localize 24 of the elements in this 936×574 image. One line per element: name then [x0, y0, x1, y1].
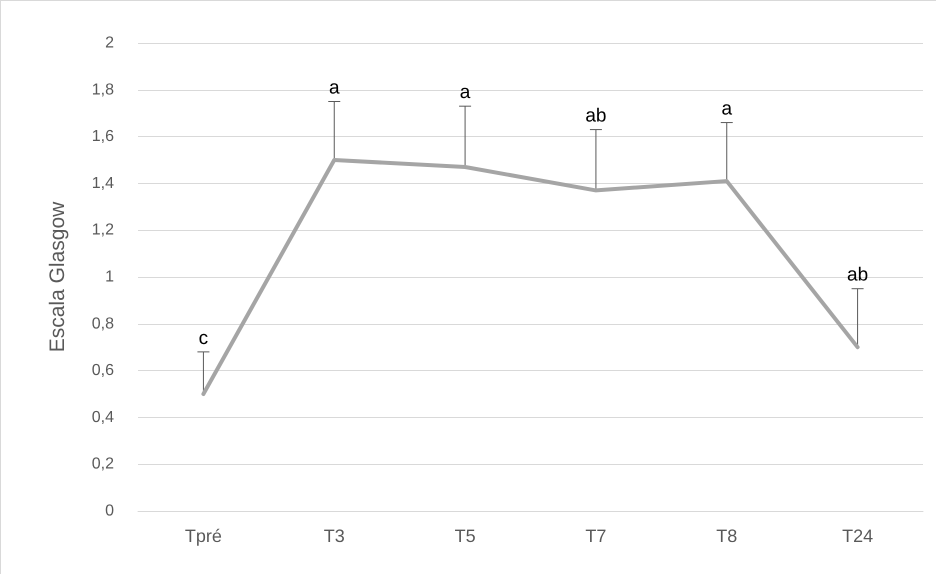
x-tick-label: T3: [324, 526, 345, 546]
annotation: a: [460, 82, 471, 104]
y-tick-label: 0: [105, 502, 114, 520]
y-tick-label: 2: [105, 34, 114, 52]
x-tick-label: T7: [585, 526, 606, 546]
y-tick-label: 1,4: [92, 174, 114, 192]
x-tick-label: T24: [842, 526, 874, 546]
y-tick-label: 1,8: [92, 81, 114, 98]
x-tick-label: T8: [716, 526, 738, 546]
annotation: ab: [585, 106, 606, 127]
annotation: ab: [847, 264, 868, 286]
y-tick-label: 1,6: [92, 128, 114, 146]
y-axis-title: Escala Glasgow: [46, 200, 69, 352]
y-tick-label: 1,2: [92, 222, 114, 239]
y-tick-label: 0,6: [92, 362, 114, 380]
annotation: a: [721, 98, 732, 120]
annotation: a: [328, 78, 340, 98]
y-tick-label: 0,4: [92, 408, 114, 426]
x-tick-label: T5: [454, 526, 476, 546]
x-tick-label: Tpré: [184, 526, 222, 546]
y-tick-label: 1: [105, 268, 114, 286]
y-tick-label: 0,8: [92, 315, 114, 332]
annotation: c: [198, 328, 208, 349]
y-tick-label: 0,2: [92, 456, 114, 473]
